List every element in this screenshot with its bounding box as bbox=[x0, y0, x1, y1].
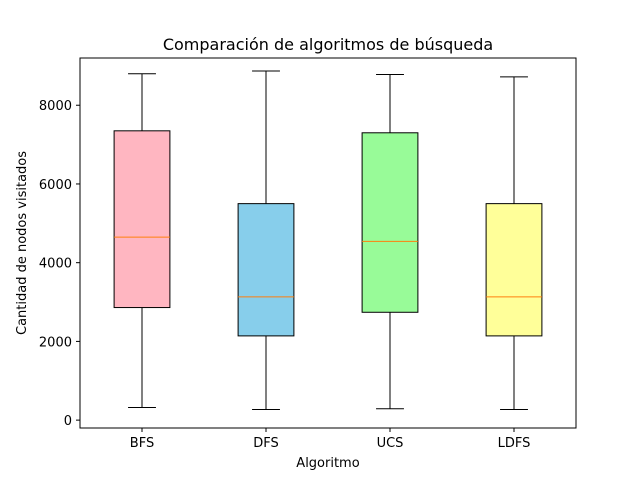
x-tick-label-bfs: BFS bbox=[130, 436, 154, 451]
box-ucs bbox=[361, 132, 419, 313]
y-axis-label: Cantidad de nodos visitados bbox=[15, 151, 30, 335]
box-bfs bbox=[113, 130, 171, 309]
y-tick-label: 6000 bbox=[39, 178, 72, 193]
box-dfs bbox=[237, 203, 295, 337]
box-ldfs bbox=[485, 203, 543, 337]
y-tick-label: 2000 bbox=[39, 335, 72, 350]
y-tick-label: 8000 bbox=[39, 99, 72, 114]
x-tick-label-ucs: UCS bbox=[377, 436, 404, 451]
chart-title: Comparación de algoritmos de búsqueda bbox=[163, 35, 493, 54]
y-tick-label: 0 bbox=[64, 414, 72, 429]
x-tick-label-ldfs: LDFS bbox=[498, 436, 531, 451]
plot-frame bbox=[79, 57, 577, 429]
y-tick-label: 4000 bbox=[39, 257, 72, 272]
x-axis-label: Algoritmo bbox=[296, 456, 359, 471]
x-tick-label-dfs: DFS bbox=[253, 436, 279, 451]
plot-area: 0 2000 4000 6000 8000 BFS DFS UCS LDFS bbox=[39, 70, 543, 451]
